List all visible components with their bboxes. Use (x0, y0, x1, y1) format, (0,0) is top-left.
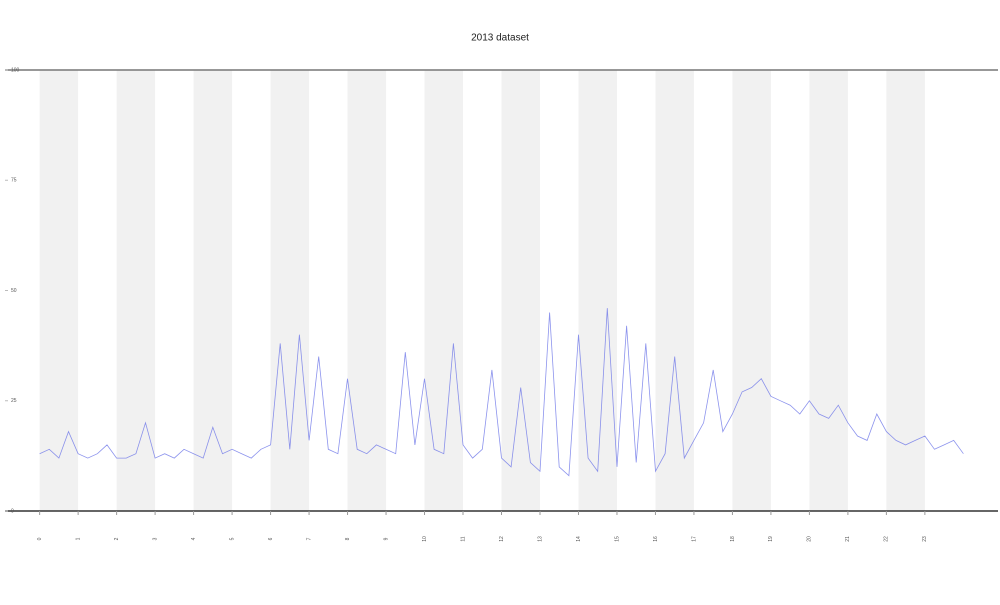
x-tick-label: 4 (191, 537, 197, 540)
x-tick-label: 1 (75, 537, 81, 540)
x-tick-label: 0 (37, 537, 43, 540)
y-tick-label: 0 (11, 508, 14, 514)
shaded-band (347, 70, 387, 511)
line-series (39, 308, 964, 477)
x-tick-label: 10 (422, 536, 428, 542)
shaded-band (39, 70, 79, 511)
shaded-band (116, 70, 156, 511)
x-tick-label: 3 (152, 537, 158, 540)
x-tick-label: 15 (614, 536, 620, 542)
y-tick-label: 25 (11, 398, 17, 404)
x-tick-label: 7 (306, 537, 312, 540)
x-tick-label: 18 (730, 536, 736, 542)
x-tick-label: 9 (383, 537, 389, 540)
y-tick-label: 50 (11, 288, 17, 294)
shaded-band (809, 70, 848, 511)
shaded-band (193, 70, 233, 511)
x-tick-label: 22 (884, 536, 890, 542)
bands (39, 70, 925, 511)
shaded-band (501, 70, 540, 511)
shaded-band (732, 70, 771, 511)
x-tick-label: 14 (576, 536, 582, 542)
shaded-band (655, 70, 694, 511)
x-tick-label: 12 (499, 536, 505, 542)
x-tick-label: 2 (114, 537, 120, 540)
x-tick-label: 13 (537, 536, 543, 542)
y-tick-label: 75 (11, 178, 17, 184)
x-tick-label: 16 (653, 536, 659, 542)
shaded-band (424, 70, 464, 511)
shaded-band (578, 70, 617, 511)
x-tick-label: 17 (691, 536, 697, 542)
x-tick-label: 11 (460, 536, 466, 541)
x-tick-label: 20 (807, 536, 813, 542)
x-tick-label: 19 (768, 536, 774, 542)
x-tick-label: 5 (229, 537, 235, 540)
plot (39, 308, 964, 477)
chart-title: 2013 dataset (471, 33, 529, 44)
shaded-band (270, 70, 310, 511)
y-tick-label: 100 (11, 67, 20, 73)
x-tick-label: 8 (345, 537, 351, 540)
x-tick-label: 6 (268, 537, 274, 540)
x-tick-label: 23 (922, 536, 928, 542)
x-tick-label: 21 (845, 536, 851, 542)
